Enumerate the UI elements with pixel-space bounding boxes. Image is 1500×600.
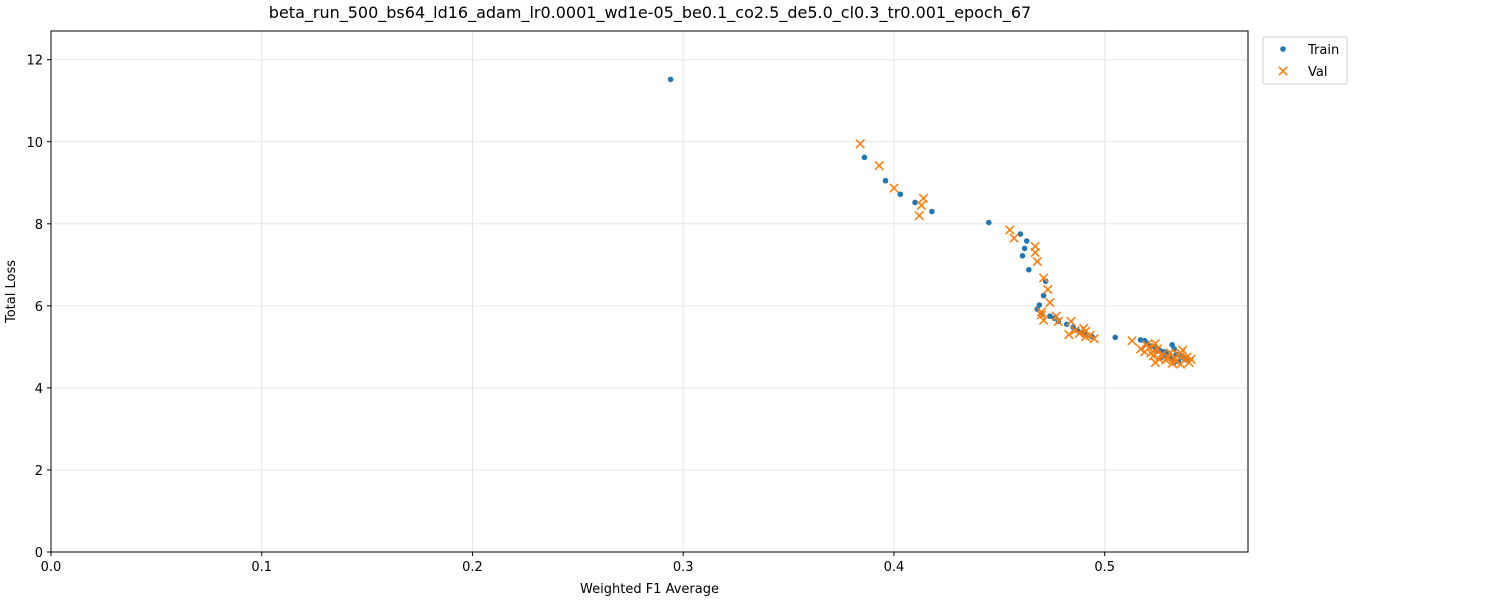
data-point-val — [916, 200, 927, 211]
y-tick-label: 6 — [35, 300, 43, 315]
data-point-val — [1051, 311, 1061, 321]
data-point-train — [929, 208, 935, 215]
x-axis-label: Weighted F1 Average — [580, 582, 719, 597]
data-point-val — [1030, 247, 1040, 258]
y-tick-label: 8 — [35, 218, 43, 233]
data-point-val — [1009, 233, 1019, 243]
data-point-val — [1036, 307, 1047, 317]
y-axis-ticks: 0 2 4 6 8 10 12 — [26, 54, 51, 561]
y-tick-label: 4 — [35, 382, 43, 397]
series-val — [855, 139, 1196, 369]
y-tick-label: 12 — [26, 54, 43, 69]
grid-lines — [50, 31, 1248, 553]
data-point-val — [1150, 338, 1161, 349]
data-point-train — [1040, 292, 1047, 299]
data-points — [667, 76, 1196, 369]
y-tick-label: 0 — [35, 546, 43, 561]
data-point-val — [1144, 342, 1154, 353]
data-point-val — [1032, 256, 1043, 267]
x-tick-label: 0.2 — [462, 560, 483, 575]
data-point-train — [882, 177, 889, 184]
data-point-val — [1135, 344, 1146, 354]
data-point-val — [855, 139, 866, 149]
data-point-train — [1021, 245, 1028, 252]
data-point-val — [1036, 310, 1047, 320]
y-tick-label: 2 — [35, 464, 43, 479]
data-point-val — [1186, 354, 1196, 364]
data-point-val — [874, 160, 884, 171]
chart-title: beta_run_500_bs64_ld16_adam_lr0.0001_wd1… — [269, 3, 1031, 23]
data-point-val — [1038, 315, 1049, 325]
data-point-train — [667, 76, 674, 83]
data-point-train — [1026, 266, 1032, 273]
data-point-val — [1127, 335, 1137, 346]
y-tick-label: 10 — [26, 136, 43, 151]
data-point-train — [1047, 313, 1053, 319]
data-point-train — [861, 154, 868, 161]
data-point-train — [912, 199, 918, 206]
data-point-val — [889, 183, 899, 193]
legend: Train Val — [1262, 36, 1348, 85]
data-point-train — [985, 219, 992, 226]
data-point-val — [1066, 316, 1076, 327]
data-point-val — [1038, 273, 1049, 283]
plot-frame — [50, 30, 1249, 553]
legend-label-train: Train — [1307, 43, 1339, 58]
data-point-train — [1042, 278, 1049, 285]
legend-marker-train — [1280, 46, 1286, 52]
x-tick-label: 0.4 — [884, 560, 905, 575]
y-axis-label: Total Loss — [4, 260, 19, 324]
data-point-train — [897, 191, 904, 198]
data-point-val — [1152, 344, 1163, 354]
x-tick-label: 0.0 — [41, 560, 62, 575]
data-point-train — [1034, 306, 1041, 312]
data-point-train — [1023, 238, 1030, 244]
data-point-val — [1043, 284, 1053, 295]
data-point-train — [1019, 253, 1026, 259]
data-point-val — [1089, 333, 1099, 344]
data-point-val — [1053, 316, 1064, 327]
data-point-val — [1148, 351, 1158, 361]
data-point-train — [1017, 231, 1024, 237]
data-point-val — [1171, 356, 1182, 367]
data-point-train — [1112, 334, 1119, 341]
data-point-train — [1063, 321, 1070, 328]
data-point-val — [1175, 348, 1186, 358]
data-point-val — [1064, 329, 1074, 340]
data-point-val — [1070, 325, 1080, 336]
x-tick-label: 0.1 — [251, 560, 272, 575]
x-tick-label: 0.3 — [673, 560, 694, 575]
data-point-train — [1137, 337, 1144, 343]
series-train — [667, 76, 1190, 366]
legend-marker-val — [1278, 66, 1288, 76]
legend-label-val: Val — [1308, 65, 1327, 80]
data-point-val — [914, 210, 925, 221]
data-point-val — [1005, 225, 1015, 235]
data-point-val — [1045, 297, 1055, 308]
x-tick-label: 0.5 — [1094, 560, 1115, 575]
data-point-val — [918, 193, 929, 204]
x-axis-ticks: 0.0 0.1 0.2 0.3 0.4 0.5 — [41, 552, 1115, 575]
